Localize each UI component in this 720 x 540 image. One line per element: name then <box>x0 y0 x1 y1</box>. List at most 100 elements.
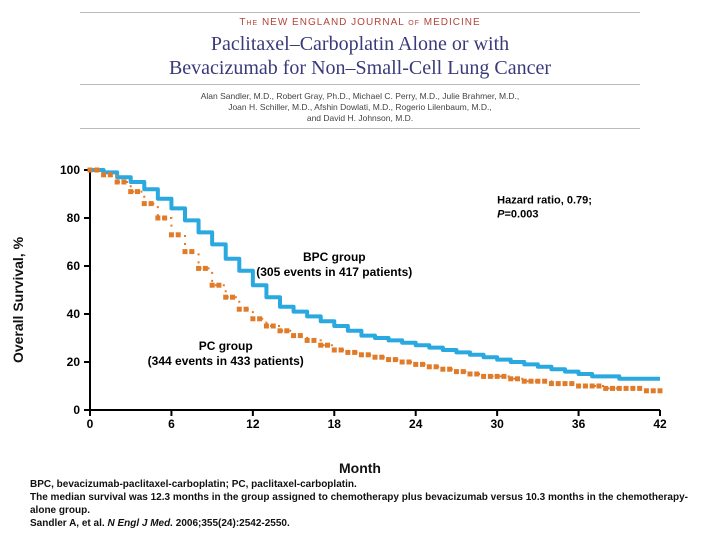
paper-title: Paclitaxel–Carboplatin Alone or with Bev… <box>0 32 720 80</box>
series-pc-marker <box>189 249 194 254</box>
series-pc-marker <box>325 343 330 348</box>
series-pc-marker <box>101 172 106 177</box>
series-pc-marker <box>556 381 561 386</box>
series-pc-marker <box>651 388 656 393</box>
x-tick-label: 18 <box>328 417 342 431</box>
author-list: Alan Sandler, M.D., Robert Gray, Ph.D., … <box>0 91 720 124</box>
series-pc-marker <box>624 386 629 391</box>
x-axis-label: Month <box>339 460 381 476</box>
x-tick-label: 30 <box>490 417 504 431</box>
annotation-bpc-label-line1: BPC group <box>303 250 366 264</box>
annotation-hazard-line1: Hazard ratio, 0.79; <box>497 195 592 207</box>
series-pc-marker <box>522 379 527 384</box>
series-pc-marker <box>447 367 452 372</box>
series-pc-marker <box>427 364 432 369</box>
series-pc-marker <box>244 307 249 312</box>
title-line-1: Paclitaxel–Carboplatin Alone or with <box>211 33 509 55</box>
y-tick-label: 0 <box>73 403 80 417</box>
series-pc-marker <box>535 379 540 384</box>
series-pc-marker <box>644 388 649 393</box>
x-tick-label: 24 <box>409 417 423 431</box>
series-pc-marker <box>488 374 493 379</box>
series-pc-marker <box>434 364 439 369</box>
annotation-pc-label-line1: PC group <box>199 339 253 353</box>
survival-chart: Overall Survival, % 06121824303642020406… <box>40 160 680 440</box>
series-pc-marker <box>203 266 208 271</box>
footnote: BPC, bevacizumab-paclitaxel-carboplatin;… <box>30 478 690 530</box>
series-pc-marker <box>373 355 378 360</box>
series-pc-marker <box>658 388 663 393</box>
series-pc-marker <box>271 324 276 329</box>
header-rule-top <box>80 12 640 13</box>
series-pc-marker <box>474 372 479 377</box>
series-pc-marker <box>406 360 411 365</box>
y-tick-label: 100 <box>60 163 80 177</box>
series-pc-marker <box>400 360 405 365</box>
series-pc-marker <box>617 386 622 391</box>
series-pc-marker <box>115 180 120 185</box>
series-pc-marker <box>563 381 568 386</box>
series-pc-marker <box>637 386 642 391</box>
title-line-2: Bevacizumab for Non–Small-Cell Lung Canc… <box>169 57 551 79</box>
series-pc-marker <box>121 180 126 185</box>
authors-line-2: Joan H. Schiller, M.D., Afshin Dowlati, … <box>228 102 492 112</box>
series-pc-marker <box>210 283 215 288</box>
series-pc-marker <box>359 352 364 357</box>
series-pc-marker <box>508 376 513 381</box>
series-pc-marker <box>468 372 473 377</box>
series-pc-marker <box>237 307 242 312</box>
series-pc-marker <box>216 283 221 288</box>
series-pc-marker <box>576 384 581 389</box>
footnote-abbrev: BPC, bevacizumab-paclitaxel-carboplatin;… <box>30 478 690 491</box>
series-pc-marker <box>264 324 269 329</box>
series-pc-marker <box>339 348 344 353</box>
series-pc-marker <box>610 386 615 391</box>
series-pc-marker <box>590 384 595 389</box>
series-pc-marker <box>461 369 466 374</box>
journal-name: The NEW ENGLAND JOURNAL of MEDICINE <box>0 17 720 28</box>
series-pc-marker <box>230 295 235 300</box>
series-pc-marker <box>352 350 357 355</box>
series-pc-marker <box>420 362 425 367</box>
series-pc-marker <box>413 362 418 367</box>
header-rule-bottom <box>80 128 640 129</box>
series-pc-marker <box>162 216 167 221</box>
annotation-bpc-label-line2: (305 events in 417 patients) <box>256 265 412 279</box>
series-pc-marker <box>311 338 316 343</box>
y-axis-label: Overall Survival, % <box>10 237 26 363</box>
series-pc-marker <box>176 232 181 237</box>
x-tick-label: 6 <box>168 417 175 431</box>
footnote-finding: The median survival was 12.3 months in t… <box>30 491 690 517</box>
series-pc-marker <box>155 216 160 221</box>
series-pc-marker <box>583 384 588 389</box>
series-pc-marker <box>542 379 547 384</box>
annotation-hazard-line2: P=0.003 <box>497 209 538 221</box>
series-pc-marker <box>305 338 310 343</box>
series-pc-marker <box>196 266 201 271</box>
series-pc-marker <box>291 333 296 338</box>
y-tick-label: 60 <box>67 259 81 273</box>
series-pc-marker <box>529 379 534 384</box>
series-pc-marker <box>515 376 520 381</box>
series-pc-marker <box>454 369 459 374</box>
x-tick-label: 42 <box>653 417 667 431</box>
series-pc-marker <box>386 357 391 362</box>
x-tick-label: 36 <box>572 417 586 431</box>
series-pc-marker <box>250 316 255 321</box>
x-tick-label: 12 <box>246 417 260 431</box>
annotation-pc-label-line2: (344 events in 433 patients) <box>148 354 304 368</box>
series-pc-marker <box>332 348 337 353</box>
series-pc-marker <box>257 316 262 321</box>
series-pc-marker <box>183 249 188 254</box>
series-pc-marker <box>108 172 113 177</box>
y-tick-label: 80 <box>67 211 81 225</box>
series-pc-marker <box>630 386 635 391</box>
series-pc-marker <box>366 352 371 357</box>
series-pc-marker <box>481 374 486 379</box>
series-pc-marker <box>278 328 283 333</box>
series-pc-marker <box>549 381 554 386</box>
paper-header: The NEW ENGLAND JOURNAL of MEDICINE Pacl… <box>0 0 720 129</box>
authors-line-3: and David H. Johnson, M.D. <box>307 113 413 123</box>
citation-rest: 2006;355(24):2542-2550. <box>173 518 290 529</box>
header-rule-mid <box>80 84 640 85</box>
